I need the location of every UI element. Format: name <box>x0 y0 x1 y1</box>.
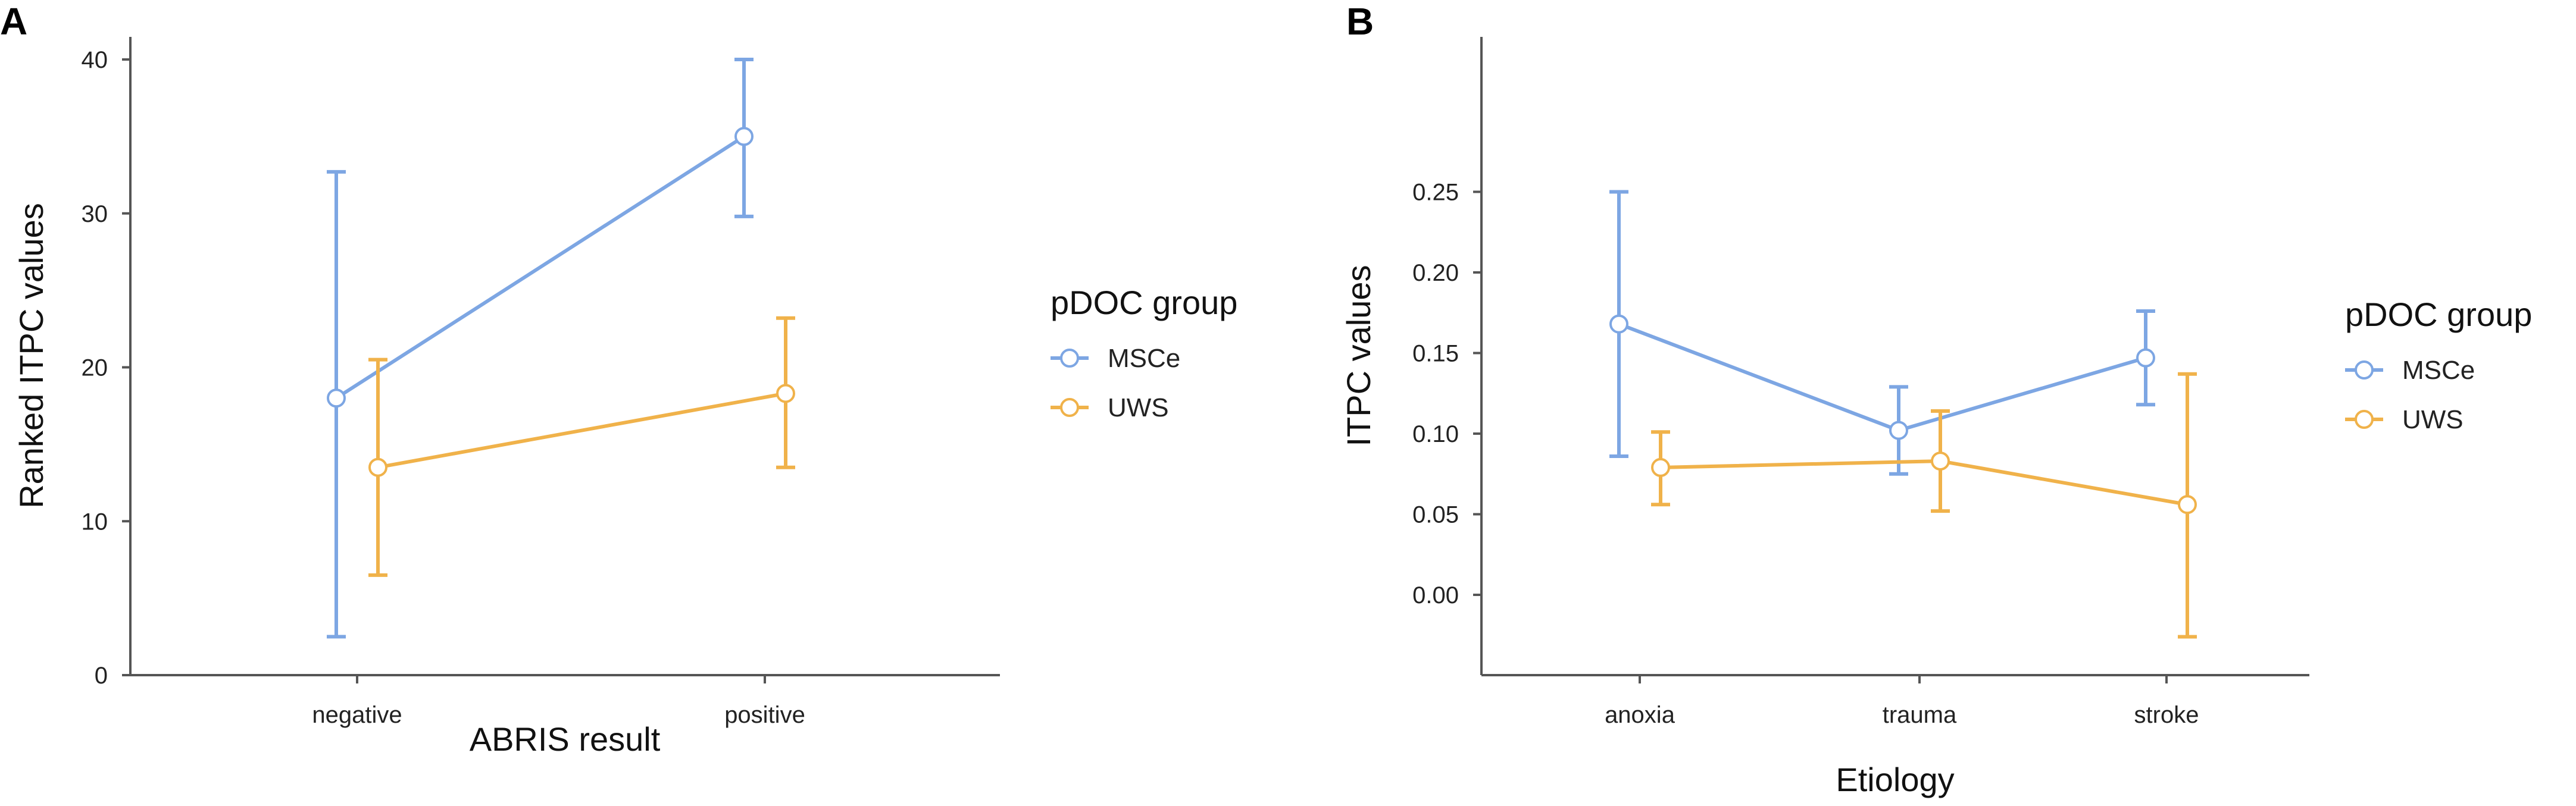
panel-a-msce-point <box>327 388 346 408</box>
panel-b-y-title: ITPC values <box>1340 265 1377 447</box>
panel-b-y-tick-label: 0.10 <box>1412 421 1459 447</box>
panel-b-msce-point <box>1889 421 1908 440</box>
panel-a-y-tick-label: 40 <box>82 47 108 73</box>
panel-a-label: A <box>0 0 27 43</box>
panel-a-x-tick-label: negative <box>312 702 402 728</box>
panel-a-y-tick-label: 20 <box>82 355 108 381</box>
panel-a-msce-point <box>734 127 754 146</box>
panel-b-y-ticks: 0.00 0.05 0.10 0.15 0.20 0.25 <box>1412 180 1481 609</box>
panel-a-legend-key-point <box>1060 349 1079 368</box>
panel-b-x-ticks: anoxia trauma stroke <box>1605 675 2199 728</box>
panel-b-msce-line <box>1618 322 2146 432</box>
panel-b-uws-point <box>1651 457 1670 477</box>
panel-a-y-title: Ranked ITPC values <box>12 203 50 509</box>
panel-b-msce-point <box>1609 314 1628 334</box>
panel-b-uws-point <box>2178 495 2197 515</box>
panel-b-msce-point <box>2136 348 2155 368</box>
panel-b-y-tick-label: 0.00 <box>1412 582 1459 609</box>
panel-a-y-ticks: 0 10 20 30 40 <box>82 47 130 689</box>
panel-b-x-tick-label: stroke <box>2134 702 2199 728</box>
panel-a-legend: pDOC group MSCe UWS <box>1051 284 1237 422</box>
panel-a-y-tick-label: 30 <box>82 201 108 227</box>
panel-b-uws-line <box>1660 459 2188 507</box>
panel-a-legend-label: MSCe <box>1108 344 1180 373</box>
panel-a: A 0 10 20 30 40 negative positive ABRIS resul… <box>0 0 1237 758</box>
panel-b-legend-key-point <box>2355 410 2374 429</box>
panel-a-uws-line <box>377 391 786 469</box>
panel-a-x-ticks: negative positive <box>312 675 805 728</box>
panel-b-legend-items: MSCe UWS <box>2345 356 2475 434</box>
panel-b: B 0.00 0.05 0.10 0.15 0.20 0.25 anoxia trauma s… <box>1340 0 2532 798</box>
panel-b-legend: pDOC group MSCe UWS <box>2345 296 2532 434</box>
panel-b-y-tick-label: 0.20 <box>1412 260 1459 286</box>
panel-a-x-tick-label: positive <box>724 702 805 728</box>
panel-a-y-tick-label: 0 <box>95 663 108 689</box>
panel-b-x-tick-label: anoxia <box>1605 702 1675 728</box>
panel-b-y-tick-label: 0.15 <box>1412 341 1459 367</box>
panel-a-uws-point <box>776 384 795 403</box>
panel-a-legend-key-point <box>1060 398 1079 417</box>
panel-b-x-title: Etiology <box>1836 761 1954 798</box>
panel-b-y-tick-label: 0.05 <box>1412 502 1459 528</box>
panel-a-series <box>327 58 795 639</box>
panel-a-msce-line <box>335 134 745 400</box>
panel-a-legend-title: pDOC group <box>1051 284 1237 321</box>
panel-b-legend-label: MSCe <box>2402 356 2475 385</box>
panel-a-uws-point <box>368 457 387 477</box>
panel-a-y-tick-label: 10 <box>82 509 108 535</box>
panel-b-legend-key-point <box>2355 360 2374 380</box>
panel-b-label: B <box>1346 0 1374 43</box>
panel-b-uws-point <box>1931 451 1950 471</box>
panel-b-legend-title: pDOC group <box>2345 296 2532 333</box>
panel-b-y-tick-label: 0.25 <box>1412 180 1459 206</box>
panel-a-legend-label: UWS <box>1108 393 1169 422</box>
panel-b-x-tick-label: trauma <box>1883 702 1957 728</box>
panel-a-legend-items: MSCe UWS <box>1051 344 1180 422</box>
panel-a-x-title: ABRIS result <box>470 720 661 758</box>
panel-b-legend-label: UWS <box>2402 405 2464 434</box>
panel-b-series <box>1609 190 2197 639</box>
